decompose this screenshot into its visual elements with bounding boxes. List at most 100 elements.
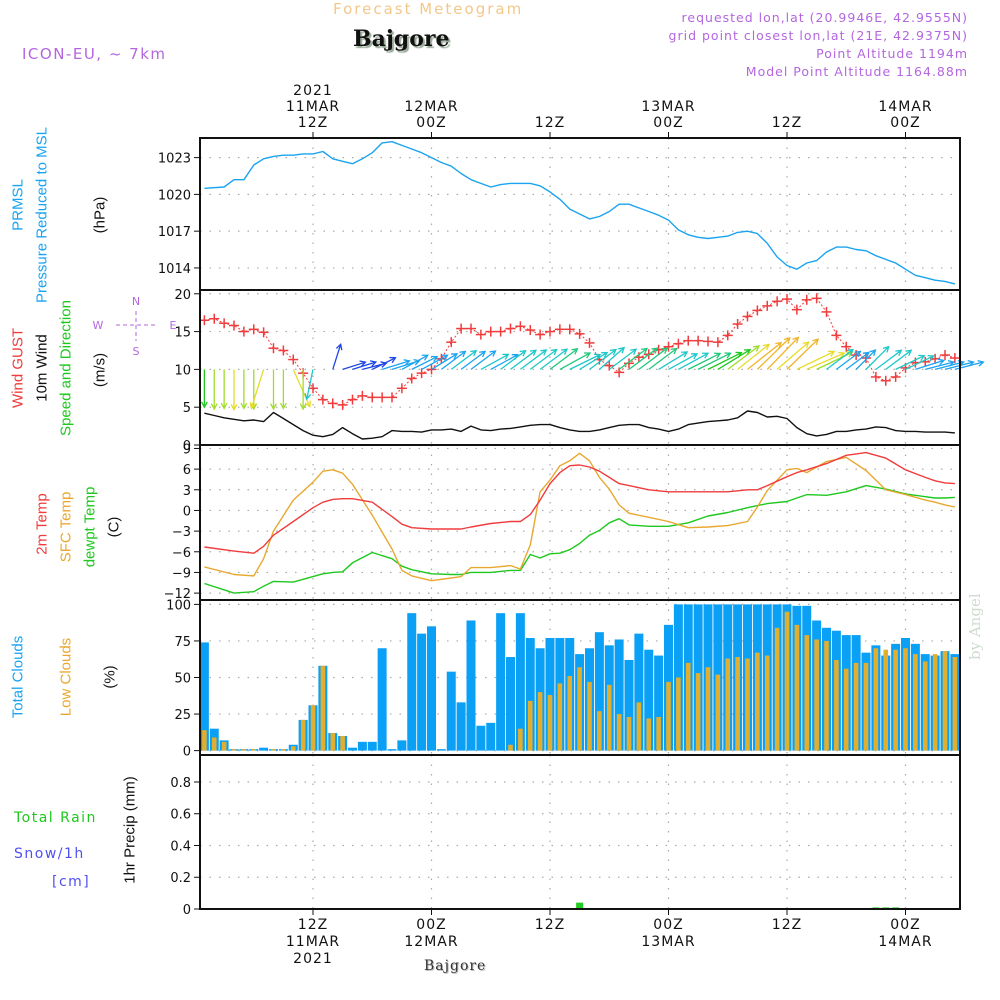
gust-marker [722, 330, 733, 341]
wind-arrow [411, 355, 439, 370]
total-cloud-bar [427, 626, 436, 751]
wind-arrow-head [661, 347, 669, 354]
precip-grid [194, 755, 960, 910]
gust-line [204, 297, 956, 406]
gust-marker [406, 373, 417, 384]
wind-arrow [835, 350, 862, 370]
wind-arrow-shaft [352, 361, 377, 371]
bottom-time-label: 14MAR [878, 934, 932, 950]
gust-marker [248, 324, 259, 335]
wind-arrow-shaft [450, 350, 477, 370]
wind-arrow-head [812, 338, 820, 346]
low-cloud-bar [676, 677, 681, 751]
low-cloud-bar [616, 714, 622, 751]
compass-south: S [133, 345, 140, 358]
low-cloud-bar [646, 718, 652, 751]
wind-arrow-shaft [835, 350, 861, 370]
wind-arrow-shaft [559, 352, 591, 370]
gust-marker [317, 394, 328, 405]
wind-arrow-head [369, 360, 378, 367]
wind-arrow-head [918, 354, 926, 361]
low-cloud-bar [300, 719, 306, 751]
low-cloud-bar [824, 640, 829, 751]
gust-marker [229, 320, 239, 331]
grid-point-coords: grid point closest lon,lat (21E, 42.9375… [668, 28, 968, 43]
gust-marker [209, 313, 220, 324]
low-cloud-bar [310, 705, 316, 751]
wind-arrow-head [571, 348, 579, 355]
chart-title: Forecast Meteogram [333, 0, 524, 18]
wind-arrow-head [270, 403, 277, 411]
wind-arrow [766, 336, 800, 370]
wind-arrow-shaft [717, 349, 751, 370]
wind-arrow-head [977, 359, 985, 367]
temp-y-tick-label: 9 [183, 442, 191, 457]
low-cloud-bar [211, 737, 217, 751]
wind-arrow-shaft [697, 352, 731, 370]
precip-y-tick-label: 0.2 [170, 871, 191, 886]
wind-arrow-head [560, 348, 569, 355]
low-cloud-bar [527, 700, 533, 751]
total-cloud-bar [506, 657, 515, 751]
gust-marker [742, 311, 753, 322]
gust-marker [624, 358, 634, 369]
wind-arrow-shaft [431, 353, 458, 370]
gust-marker [525, 325, 536, 336]
wind-arrow [440, 350, 467, 370]
wind-arrow-shaft [776, 341, 810, 370]
bottom-time-label: 12Z [772, 917, 802, 933]
wind-arrow-head [651, 347, 659, 354]
low-cloud-bar [745, 658, 750, 751]
top-time-label: 12Z [298, 115, 328, 131]
total-cloud-bar [199, 642, 209, 751]
wind-arrow [342, 360, 367, 371]
wind-arrow [529, 348, 558, 370]
wind-arrow-shaft [826, 349, 854, 370]
wind-arrow [658, 351, 689, 370]
wind-arrow [332, 343, 343, 370]
surface-temp-line [204, 452, 956, 582]
wind-arrow-shaft [332, 344, 342, 370]
wind-arrow-shaft [905, 355, 934, 370]
wind-arrow-head [489, 350, 497, 357]
low-cloud-bar [705, 667, 711, 751]
low-cloud-bar [587, 681, 592, 751]
wind-arrow-head [359, 360, 367, 367]
wind-arrow [638, 347, 669, 370]
wind-arrow-shaft [915, 359, 945, 371]
pressure-y-tick-label: 1014 [158, 262, 191, 277]
clouds-y-tick-label: 25 [174, 708, 191, 723]
total-cloud-bar [436, 749, 446, 751]
wind-grid [194, 290, 960, 446]
wind-arrow-shaft [855, 349, 876, 370]
wind-arrow [628, 347, 659, 370]
total-cloud-bar [634, 633, 644, 751]
top-time-label: 11MAR [286, 99, 340, 115]
wind-arrow-shaft [480, 353, 509, 370]
top-time-label: 00Z [653, 115, 683, 131]
wind-arrow-shaft [786, 338, 819, 370]
bottom-time-label: 12Z [535, 917, 565, 933]
low-cloud-bar [221, 741, 227, 751]
gust-marker [485, 326, 496, 337]
low-cloud-bar [626, 716, 632, 751]
wind-arrow-head [670, 347, 678, 355]
wind-arrow-shaft [342, 361, 366, 371]
wind-arrow-head [783, 336, 791, 344]
gust-marker [673, 338, 684, 349]
gust-marker [732, 319, 743, 330]
wind-arrow-shaft [460, 350, 486, 370]
wind-arrow-shaft [292, 369, 311, 407]
gust-marker [327, 398, 338, 409]
wind-arrow [500, 349, 527, 370]
wind-arrow-head [927, 354, 935, 362]
bottom-time-label: 11MAR [286, 934, 340, 950]
wind-arrow [618, 347, 649, 370]
total-cloud-bar [407, 613, 417, 751]
wind-arrow [608, 348, 638, 370]
low-cloud-bar [518, 728, 523, 751]
top-time-label: 00Z [890, 115, 920, 131]
low-cloud-bar [695, 673, 701, 751]
wind-arrow-head [413, 358, 421, 366]
precip-y-tick-label: 0.4 [170, 839, 191, 854]
